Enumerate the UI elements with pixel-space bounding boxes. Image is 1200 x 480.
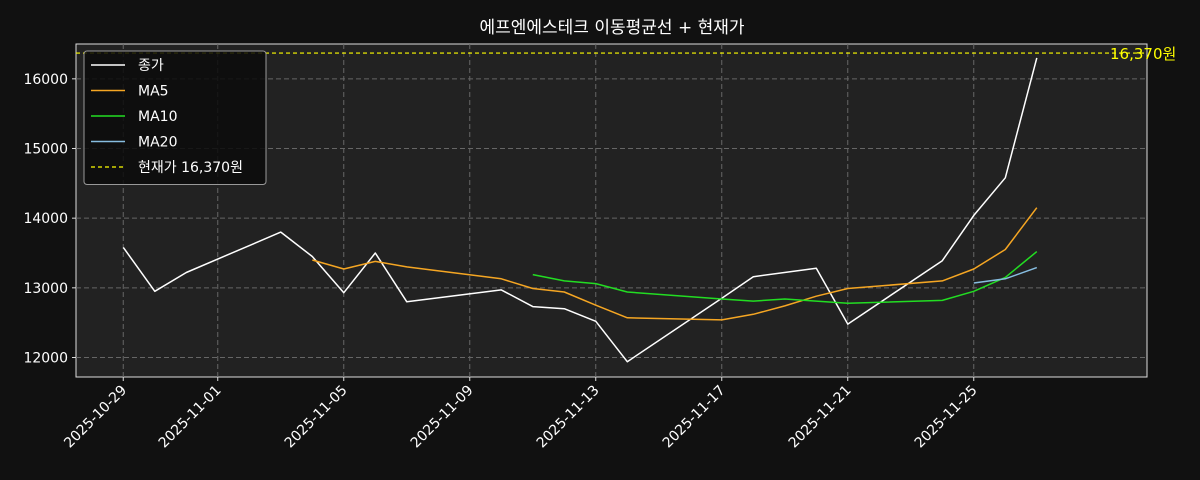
legend-label: 종가 bbox=[138, 58, 164, 74]
series-group bbox=[122, 57, 1038, 363]
current-price-label: 16,370원 bbox=[1110, 45, 1176, 63]
x-tick-label: 2025-11-17 bbox=[660, 383, 729, 452]
series-line-ma10 bbox=[532, 251, 1038, 304]
x-axis: 2025-10-29 2025-11-01 2025-11-05 2025-11-09… bbox=[61, 377, 981, 452]
x-tick-label: 2025-11-01 bbox=[156, 383, 225, 452]
legend-label: MA20 bbox=[138, 135, 177, 151]
series-line-ma20 bbox=[973, 266, 1038, 284]
x-tick-label: 2025-11-13 bbox=[534, 383, 603, 452]
legend-label: MA10 bbox=[138, 109, 177, 125]
x-tick-label: 2025-11-21 bbox=[786, 383, 855, 452]
y-tick-label: 15000 bbox=[23, 141, 68, 157]
x-tick-label: 2025-10-29 bbox=[61, 383, 130, 452]
legend-box bbox=[83, 50, 267, 185]
y-tick-label: 12000 bbox=[23, 350, 68, 366]
y-tick-label: 13000 bbox=[23, 281, 68, 297]
x-tick-label: 2025-11-09 bbox=[408, 383, 477, 452]
chart-title: 에프엔에스테크 이동평균선 + 현재가 bbox=[479, 18, 744, 38]
series-line-close bbox=[122, 57, 1038, 363]
y-axis: 12000 13000 14000 15000 16000 bbox=[23, 72, 76, 366]
x-tick-label: 2025-11-05 bbox=[282, 383, 351, 452]
y-tick-label: 14000 bbox=[23, 211, 68, 227]
y-tick-label: 16000 bbox=[23, 72, 68, 88]
x-tick-label: 2025-11-25 bbox=[912, 383, 981, 452]
legend: 종가 MA5 MA10 MA20 현재가 16,370원 bbox=[83, 50, 267, 185]
legend-label: MA5 bbox=[138, 84, 169, 100]
legend-label: 현재가 16,370원 bbox=[138, 160, 243, 176]
series-line-ma5 bbox=[312, 207, 1038, 321]
